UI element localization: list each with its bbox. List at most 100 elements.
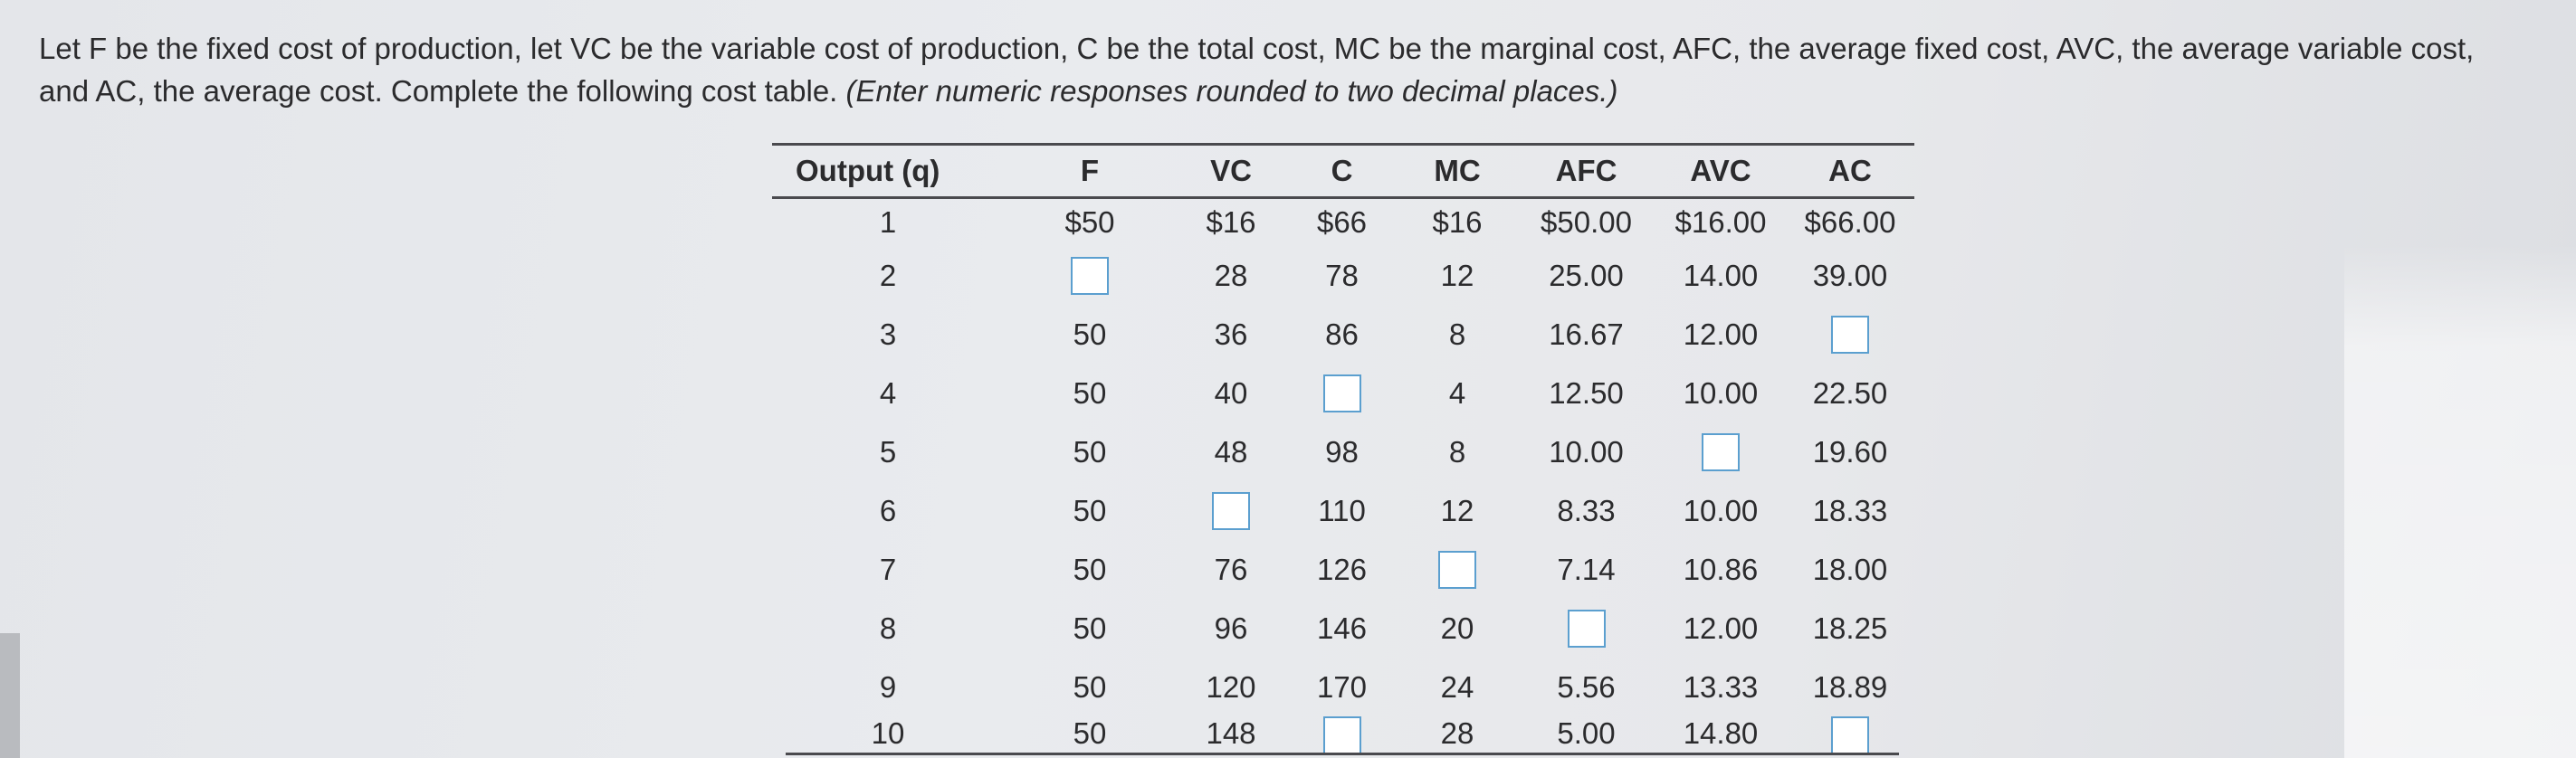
answer-input-mc-q7[interactable]: [1438, 550, 1476, 589]
cell-output: 4: [879, 375, 897, 410]
cell-afc: 12.50: [1549, 375, 1624, 410]
cell-f: 50: [1073, 493, 1107, 527]
cell-output: 3: [879, 317, 897, 351]
cell-afc: 25.00: [1549, 258, 1624, 292]
question-prompt: Let F be the fixed cost of production, l…: [39, 27, 2519, 112]
cell-output: 10: [871, 716, 905, 750]
cell-ac: 39.00: [1812, 258, 1888, 292]
cell-vc: $16: [1206, 205, 1256, 239]
cell-avc: 14.00: [1683, 258, 1759, 292]
cell-ac-q3: [1786, 305, 1914, 364]
cell-c: 146: [1316, 611, 1368, 645]
cell-avc-q5: [1655, 422, 1786, 481]
cell-c: 78: [1325, 258, 1359, 292]
cell-f: $50: [1064, 205, 1115, 239]
cell-c: 126: [1316, 552, 1368, 586]
cell-mc: 28: [1440, 716, 1474, 750]
cell-mc: $16: [1432, 205, 1483, 239]
question-text: Let F be the fixed cost of production, l…: [39, 32, 2475, 108]
question-instruction: (Enter numeric responses rounded to two …: [845, 74, 1618, 108]
cell-vc: 76: [1214, 552, 1248, 586]
cell-vc: 120: [1206, 669, 1256, 704]
cell-c-q4: [1286, 364, 1398, 422]
cell-output: 2: [879, 258, 897, 292]
cell-mc: 12: [1440, 493, 1474, 527]
answer-input-c-q10[interactable]: [1322, 716, 1361, 755]
cell-avc: 13.33: [1683, 669, 1759, 704]
cell-vc: 148: [1206, 716, 1256, 750]
cell-mc: 24: [1440, 669, 1474, 704]
table-bottom-rule: [786, 753, 1899, 755]
header-avc: AVC: [1690, 154, 1751, 187]
cost-table-header-row: Output (q) F VC C MC AFC AVC AC: [772, 144, 1914, 198]
answer-input-afc-q8[interactable]: [1567, 609, 1606, 648]
cell-output: 5: [879, 434, 897, 469]
table-row: 7 50 76 126 7.14 10.86 18.00: [772, 540, 1914, 599]
cell-vc: 36: [1214, 317, 1248, 351]
background-edge-strip: [0, 633, 20, 758]
cell-mc-q7: [1398, 540, 1517, 599]
answer-input-f-q2[interactable]: [1071, 256, 1109, 295]
answer-input-ac-q3[interactable]: [1831, 315, 1869, 354]
cell-c-q10: [1286, 716, 1398, 758]
cell-vc: 28: [1214, 258, 1248, 292]
cell-output: 8: [879, 611, 897, 645]
header-vc: VC: [1210, 154, 1252, 187]
cell-mc: 8: [1448, 317, 1466, 351]
cell-f: 50: [1073, 552, 1107, 586]
answer-input-ac-q10[interactable]: [1831, 716, 1869, 755]
cell-f: 50: [1073, 317, 1107, 351]
header-f: F: [1080, 154, 1100, 187]
cell-output: 1: [879, 205, 897, 239]
cell-afc: 8.33: [1557, 493, 1616, 527]
table-row: 5 50 48 98 8 10.00 19.60: [772, 422, 1914, 481]
cell-afc: $50.00: [1541, 205, 1632, 239]
header-ac: AC: [1828, 154, 1872, 187]
cell-mc: 12: [1440, 258, 1474, 292]
table-row: 3 50 36 86 8 16.67 12.00: [772, 305, 1914, 364]
cell-vc: 48: [1214, 434, 1248, 469]
cell-ac: 18.33: [1812, 493, 1888, 527]
cell-f-q2: [1004, 246, 1176, 305]
cell-mc: 4: [1448, 375, 1466, 410]
answer-input-c-q4[interactable]: [1322, 374, 1361, 412]
cell-afc-q8: [1517, 599, 1655, 658]
table-row: 9 50 120 170 24 5.56 13.33 18.89: [772, 658, 1914, 716]
header-c: C: [1331, 154, 1353, 187]
cell-f: 50: [1073, 611, 1107, 645]
cell-avc: 14.80: [1683, 716, 1759, 750]
answer-input-avc-q5[interactable]: [1702, 432, 1740, 471]
cell-afc: 5.00: [1557, 716, 1616, 750]
cell-ac: $66.00: [1804, 205, 1896, 239]
cell-avc: $16.00: [1674, 205, 1767, 239]
table-row: 8 50 96 146 20 12.00 18.25: [772, 599, 1914, 658]
cost-table-body: 1 $50 $16 $66 $16 $50.00 $16.00 $66.00 2 28 78 12 25…: [772, 198, 1914, 758]
cell-output: 6: [879, 493, 897, 527]
header-output: Output (q): [796, 154, 940, 187]
cell-ac: 18.00: [1812, 552, 1888, 586]
cell-afc: 10.00: [1549, 434, 1624, 469]
cell-mc: 20: [1440, 611, 1474, 645]
answer-input-vc-q6[interactable]: [1212, 491, 1250, 530]
cell-afc: 5.56: [1557, 669, 1616, 704]
cell-mc: 8: [1448, 434, 1466, 469]
cell-avc: 10.86: [1683, 552, 1759, 586]
cell-vc: 40: [1214, 375, 1248, 410]
cell-vc: 96: [1214, 611, 1248, 645]
cell-output: 9: [879, 669, 897, 704]
cost-table: Output (q) F VC C MC AFC AVC AC 1 $50 $16 $…: [772, 143, 1914, 758]
cell-c: 170: [1316, 669, 1368, 704]
cell-f: 50: [1073, 669, 1107, 704]
cell-f: 50: [1073, 375, 1107, 410]
table-row: 1 $50 $16 $66 $16 $50.00 $16.00 $66.00: [772, 198, 1914, 247]
cell-ac: 18.25: [1812, 611, 1888, 645]
cell-afc: 7.14: [1557, 552, 1616, 586]
header-mc: MC: [1434, 154, 1481, 187]
cell-f: 50: [1073, 716, 1107, 750]
cell-avc: 10.00: [1683, 493, 1759, 527]
table-row: 6 50 110 12 8.33 10.00 18.33: [772, 481, 1914, 540]
cell-f: 50: [1073, 434, 1107, 469]
cell-avc: 12.00: [1683, 611, 1759, 645]
table-row: 10 50 148 28 5.00 14.80: [772, 716, 1914, 758]
cell-c: 86: [1325, 317, 1359, 351]
